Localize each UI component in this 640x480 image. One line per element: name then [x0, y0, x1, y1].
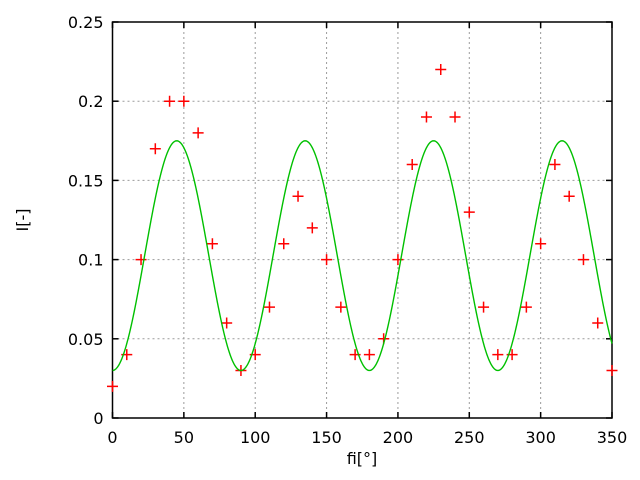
- data-point-marker: [107, 380, 118, 392]
- data-point-marker: [420, 111, 432, 123]
- x-tick-label: 200: [383, 428, 414, 447]
- x-tick-label: 300: [525, 428, 556, 447]
- data-point-marker: [563, 190, 575, 202]
- x-axis-label: fi[°]: [346, 449, 378, 468]
- x-tick-label: 350: [597, 428, 628, 447]
- data-point-marker: [135, 254, 147, 266]
- data-point-marker: [478, 301, 490, 313]
- x-tick-label: 0: [107, 428, 117, 447]
- data-point-marker: [463, 206, 475, 218]
- data-point-marker: [278, 238, 290, 250]
- data-point-marker: [221, 317, 233, 329]
- data-point-marker: [306, 222, 318, 234]
- data-point-marker: [592, 317, 604, 329]
- x-tick-label: 150: [311, 428, 342, 447]
- plot-border: [111, 21, 613, 419]
- data-point-marker: [178, 95, 190, 107]
- data-point-marker: [206, 238, 218, 250]
- y-axis-label: I[-]: [13, 208, 32, 232]
- fit-curve: [112, 140, 613, 372]
- data-point-marker: [292, 190, 304, 202]
- data-point-marker: [606, 364, 618, 376]
- data-point-marker: [520, 301, 532, 313]
- data-point-marker: [549, 159, 561, 171]
- data-point-marker: [321, 254, 333, 266]
- data-point-marker: [492, 349, 504, 361]
- data-point-marker: [406, 159, 418, 171]
- data-point-marker: [149, 143, 161, 155]
- x-tick-label: 250: [454, 428, 485, 447]
- y-tick-label: 0.25: [68, 13, 104, 32]
- data-point-marker: [449, 111, 461, 123]
- data-point-marker: [577, 254, 589, 266]
- data-point-marker: [535, 238, 547, 250]
- data-point-marker: [363, 349, 375, 361]
- x-tick-label: 50: [174, 428, 194, 447]
- data-point-marker: [192, 127, 204, 139]
- y-tick-label: 0.15: [68, 171, 104, 190]
- data-point-marker: [435, 64, 447, 76]
- data-point-marker: [263, 301, 275, 313]
- y-tick-label: 0.1: [78, 251, 103, 270]
- y-tick-label: 0.2: [78, 92, 103, 111]
- y-tick-label: 0.05: [68, 330, 104, 349]
- y-tick-label: 0: [93, 409, 103, 428]
- data-point-marker: [392, 254, 404, 266]
- data-point-marker: [335, 301, 347, 313]
- data-point-marker: [164, 95, 176, 107]
- x-tick-label: 100: [240, 428, 271, 447]
